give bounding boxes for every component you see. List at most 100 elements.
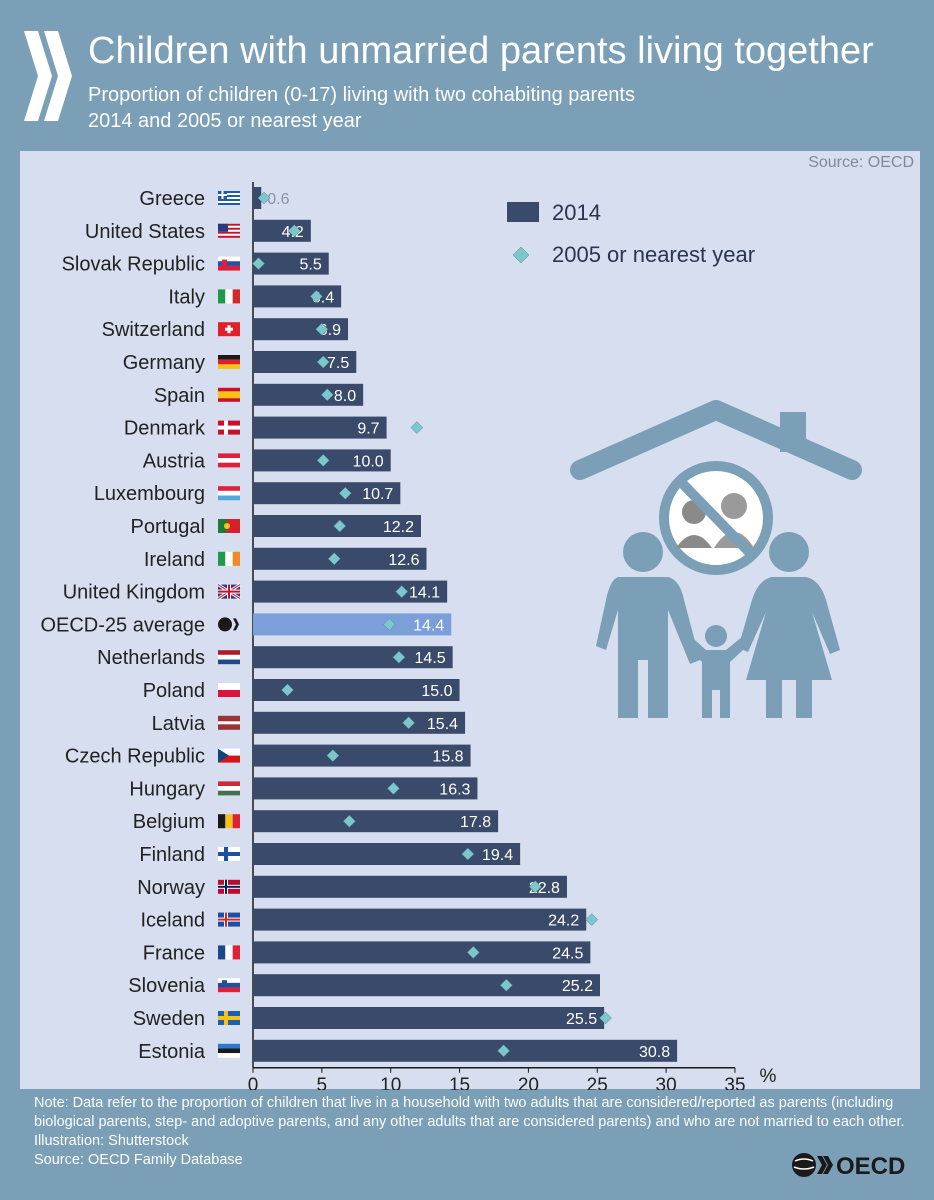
flag-icon xyxy=(218,912,240,927)
marker-2005 xyxy=(338,486,352,500)
flag-icon xyxy=(218,355,240,369)
chart-row: Latvia 15.4 xyxy=(152,711,466,735)
marker-2005 xyxy=(281,683,294,697)
category-label: Ireland xyxy=(144,549,205,571)
marker-2005 xyxy=(585,913,599,926)
chart-row: Spain 8.0 xyxy=(154,383,364,407)
bar xyxy=(253,974,601,997)
house-roof-icon xyxy=(570,400,862,480)
flag-icon xyxy=(218,256,240,271)
flag-icon xyxy=(218,748,240,763)
chart-row: Czech Republic 15.8 xyxy=(65,744,471,768)
bar xyxy=(253,711,466,734)
chart-legend: 2014 2005 or nearest year xyxy=(507,200,755,267)
bar xyxy=(253,285,342,308)
chart-row: Austria 10.0 xyxy=(143,449,391,472)
flag-icon xyxy=(218,814,240,829)
flag-icon xyxy=(218,879,240,894)
bar xyxy=(253,318,349,341)
flag-icon xyxy=(218,486,240,501)
x-axis-unit: % xyxy=(760,1066,777,1087)
marker-2005 xyxy=(402,716,415,730)
page-title: Children with unmarried parents living t… xyxy=(88,30,874,72)
bar-value-label: 16.3 xyxy=(439,781,470,798)
bar-value-label: 5.5 xyxy=(299,257,321,274)
page-subtitle-line1: Proportion of children (0-17) living wit… xyxy=(88,84,635,106)
category-label: Slovenia xyxy=(128,975,206,997)
x-tick-label: 10 xyxy=(380,1075,401,1090)
bar xyxy=(253,1007,605,1029)
chart-row: Switzerland 6.9 xyxy=(102,318,349,341)
flag-icon xyxy=(218,1043,240,1058)
bar-value-label: 24.2 xyxy=(548,913,579,930)
family-illustration xyxy=(570,400,862,718)
flag-icon xyxy=(218,322,240,337)
chart-row: Ireland 12.6 xyxy=(144,547,427,571)
flag-icon xyxy=(218,191,240,205)
category-label: France xyxy=(143,942,205,964)
marker-2005 xyxy=(395,585,409,598)
note-line-2: biological parents, step- and adoptive p… xyxy=(34,1114,905,1130)
marker-2005 xyxy=(343,814,356,828)
bar-value-label: 8.0 xyxy=(334,388,356,405)
category-label: Spain xyxy=(154,385,205,407)
marker-2005 xyxy=(528,880,542,894)
flag-icon xyxy=(218,551,240,566)
marker-2005 xyxy=(410,421,424,434)
bar-value-label: 9.7 xyxy=(357,421,379,438)
marker-2005 xyxy=(321,388,334,402)
page-subtitle-line2: 2014 and 2005 or nearest year xyxy=(88,110,362,132)
flag-icon xyxy=(218,289,240,304)
category-label: Italy xyxy=(168,286,205,308)
bar-value-label: 14.5 xyxy=(415,650,446,667)
chart-row: Luxembourg 10.7 xyxy=(94,482,401,505)
marker-2005 xyxy=(466,946,480,959)
bar-value-label: 17.8 xyxy=(460,814,491,831)
chart-row: Italy 6.4 xyxy=(168,285,342,308)
category-label: United Kingdom xyxy=(63,582,205,604)
marker-2005 xyxy=(326,749,340,762)
marker-2005 xyxy=(497,1044,510,1058)
chart-row: Sweden 25.5 xyxy=(133,1007,612,1030)
bar-value-label: 10.0 xyxy=(353,453,384,470)
bar xyxy=(253,252,329,275)
bar xyxy=(253,744,471,767)
marker-2005 xyxy=(316,454,330,467)
bar-value-label: 12.2 xyxy=(383,519,414,536)
oecd-chevron-icon xyxy=(24,31,72,121)
chart-rows: Greece 0.6 United States4.2 Slovak Republic… xyxy=(40,187,678,1063)
flag-icon xyxy=(218,453,240,468)
note-line-1: Note: Data refer to the proportion of ch… xyxy=(34,1095,894,1111)
bar xyxy=(253,187,262,209)
x-tick-label: 5 xyxy=(317,1075,328,1090)
chart-row: Finland 19.4 xyxy=(139,843,521,866)
flag-icon xyxy=(217,583,241,600)
bar-value-label: 12.6 xyxy=(388,552,419,569)
bar xyxy=(253,875,567,898)
bar-value-label: 14.1 xyxy=(409,585,440,602)
marker-2005 xyxy=(315,322,329,336)
category-label: Switzerland xyxy=(102,319,205,341)
marker-2005 xyxy=(387,782,400,795)
x-tick-label: 35 xyxy=(724,1075,745,1090)
bar xyxy=(253,351,357,373)
category-label: Greece xyxy=(139,188,205,210)
chart-row: Hungary 16.3 xyxy=(129,777,478,800)
bar xyxy=(253,416,387,439)
bar-value-label: 25.5 xyxy=(566,1011,597,1028)
category-label: Finland xyxy=(139,844,205,866)
flag-icon xyxy=(218,650,240,665)
flag-icon xyxy=(218,978,240,993)
marker-2005 xyxy=(257,191,271,205)
chart-row: Netherlands 14.5 xyxy=(97,646,453,669)
legend-swatch-2005 xyxy=(512,246,530,264)
bar-value-label: 15.4 xyxy=(427,716,458,733)
chart-row: Belgium 17.8 xyxy=(133,810,499,833)
chart: 2014 2005 or nearest year 0 5 10 15 20 25 30 35%… xyxy=(40,182,862,1090)
chart-row: Denmark 9.7 xyxy=(124,416,424,440)
marker-2005 xyxy=(327,552,341,566)
oecd-globe-icon xyxy=(792,1153,816,1177)
oecd-logo-text: OECD xyxy=(836,1153,905,1180)
chart-row: United Kingdom 14.1 xyxy=(63,580,448,604)
marker-2005 xyxy=(382,618,396,631)
